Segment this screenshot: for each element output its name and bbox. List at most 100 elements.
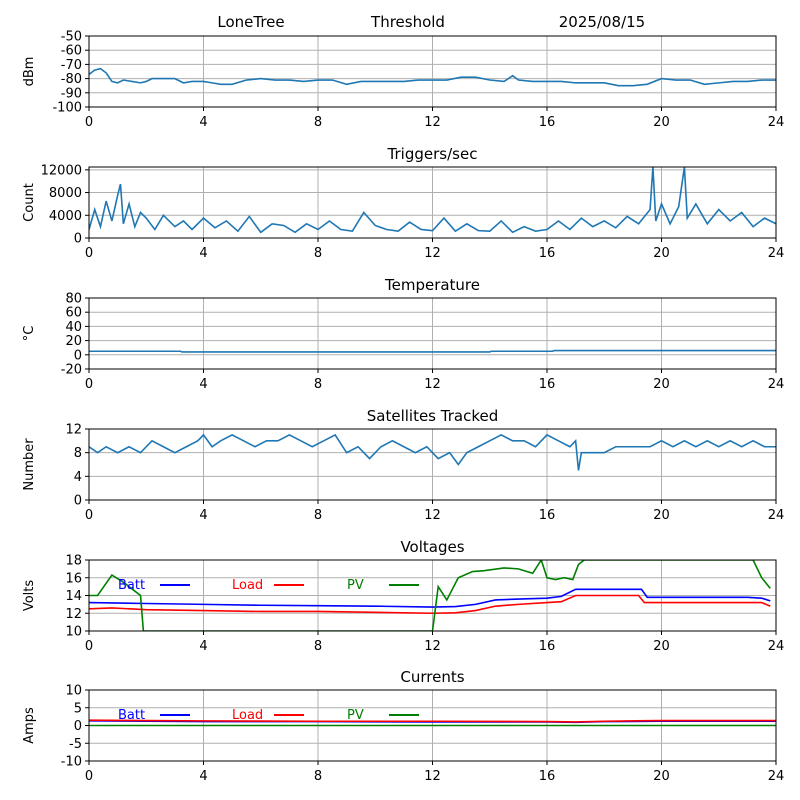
x-tick-label: 8	[314, 115, 322, 130]
x-tick-label: 8	[314, 377, 322, 392]
series-line-load	[89, 719, 776, 723]
y-axis-label: Count	[22, 183, 37, 222]
y-axis-label: Amps	[22, 707, 37, 744]
y-tick-label: 60	[65, 306, 82, 321]
x-tick-label: 4	[199, 639, 207, 654]
x-tick-label: 20	[653, 246, 670, 261]
x-tick-label: 8	[314, 508, 322, 523]
x-tick-label: 20	[653, 508, 670, 523]
x-tick-label: 20	[653, 115, 670, 130]
y-axis-label: Volts	[22, 580, 37, 612]
chart-title: Satellites Tracked	[367, 407, 498, 425]
y-tick-label: 10	[65, 684, 82, 699]
y-tick-label: 0	[74, 232, 82, 247]
x-tick-label: 24	[768, 377, 785, 392]
panel-3: 0 4 8 12 16 20 24 0 4 8 12 Satellites Tracked Number	[22, 407, 784, 523]
y-tick-label: 12000	[41, 163, 82, 178]
x-tick-label: 4	[199, 246, 207, 261]
legend-label-pv: PV	[347, 708, 364, 723]
y-tick-label: 12	[65, 607, 82, 622]
x-tick-label: 20	[653, 377, 670, 392]
y-tick-label: -10	[61, 755, 82, 770]
x-tick-label: 12	[424, 246, 441, 261]
y-tick-label: 0	[74, 348, 82, 363]
y-tick-label: 0	[74, 719, 82, 734]
x-tick-label: 24	[768, 639, 785, 654]
panel-4: 0 4 8 12 16 20 24 10 12 14 16 18 Voltages Volts Batt Lo…	[22, 538, 784, 654]
legend-label-batt: Batt	[118, 578, 145, 593]
panel-5: 0 4 8 12 16 20 24 -10 -5 0 5 10 Currents Amps Batt Load…	[22, 668, 784, 784]
chart-title: Voltages	[400, 538, 464, 556]
y-tick-label: -90	[61, 86, 82, 101]
legend-label-load: Load	[232, 578, 263, 593]
y-tick-label: 8	[74, 446, 82, 461]
x-tick-label: 0	[85, 639, 93, 654]
y-tick-label: -60	[61, 44, 82, 59]
x-tick-label: 24	[768, 246, 785, 261]
x-tick-label: 0	[85, 115, 93, 130]
series-line-load	[89, 594, 771, 615]
x-tick-label: 16	[539, 639, 556, 654]
x-tick-label: 24	[768, 769, 785, 784]
legend-label-load: Load	[232, 708, 263, 723]
y-tick-label: 5	[74, 701, 82, 716]
series-line-0	[89, 67, 776, 87]
x-tick-label: 24	[768, 115, 785, 130]
x-tick-label: 4	[199, 769, 207, 784]
y-tick-label: 4000	[49, 209, 82, 224]
x-tick-label: 0	[85, 377, 93, 392]
x-tick-label: 20	[653, 769, 670, 784]
x-tick-label: 4	[199, 377, 207, 392]
y-axis-label: Number	[22, 438, 37, 491]
x-tick-label: 0	[85, 508, 93, 523]
series-line-0	[89, 167, 776, 234]
y-axis-label: °C	[22, 326, 37, 342]
x-tick-label: 20	[653, 639, 670, 654]
x-tick-label: 0	[85, 246, 93, 261]
y-tick-label: -50	[61, 30, 82, 45]
x-tick-label: 16	[539, 508, 556, 523]
x-tick-label: 12	[424, 508, 441, 523]
y-tick-label: -5	[69, 737, 82, 752]
header-station: LoneTree	[217, 13, 284, 31]
x-tick-label: 8	[314, 769, 322, 784]
y-tick-label: 0	[74, 494, 82, 509]
series-line-pv	[89, 560, 771, 631]
y-tick-label: 10	[65, 625, 82, 640]
y-tick-label: 4	[74, 470, 82, 485]
y-tick-label: 14	[65, 589, 82, 604]
y-tick-label: -20	[61, 363, 82, 378]
y-axis-label: dBm	[22, 57, 37, 87]
y-tick-label: -100	[52, 101, 82, 116]
x-tick-label: 12	[424, 115, 441, 130]
chart-title: Triggers/sec	[387, 145, 478, 163]
y-tick-label: 18	[65, 554, 82, 569]
legend-label-batt: Batt	[118, 708, 145, 723]
x-tick-label: 24	[768, 508, 785, 523]
series-line-0	[89, 433, 776, 471]
series-line-batt	[89, 588, 771, 608]
x-tick-label: 12	[424, 377, 441, 392]
y-tick-label: -80	[61, 72, 82, 87]
panel-0: 0 4 8 12 16 20 24 -100-90-80-70-60-50 dBm	[22, 30, 784, 131]
header-date: 2025/08/15	[559, 13, 645, 31]
y-tick-label: 12	[65, 423, 82, 438]
x-tick-label: 4	[199, 508, 207, 523]
y-tick-label: 16	[65, 571, 82, 586]
x-tick-label: 4	[199, 115, 207, 130]
header-mode: Threshold	[370, 13, 445, 31]
y-tick-label: 80	[65, 292, 82, 307]
y-tick-label: 20	[65, 334, 82, 349]
y-tick-label: 8000	[49, 186, 82, 201]
x-tick-label: 16	[539, 246, 556, 261]
y-tick-label: 40	[65, 320, 82, 335]
panel-1: 0 4 8 12 16 20 24 0 4000 8000 12000 Triggers/sec Cou…	[22, 145, 784, 261]
x-tick-label: 8	[314, 639, 322, 654]
chart-title: Currents	[400, 668, 464, 686]
x-tick-label: 16	[539, 115, 556, 130]
series-line-0	[89, 349, 776, 353]
legend-label-pv: PV	[347, 578, 364, 593]
